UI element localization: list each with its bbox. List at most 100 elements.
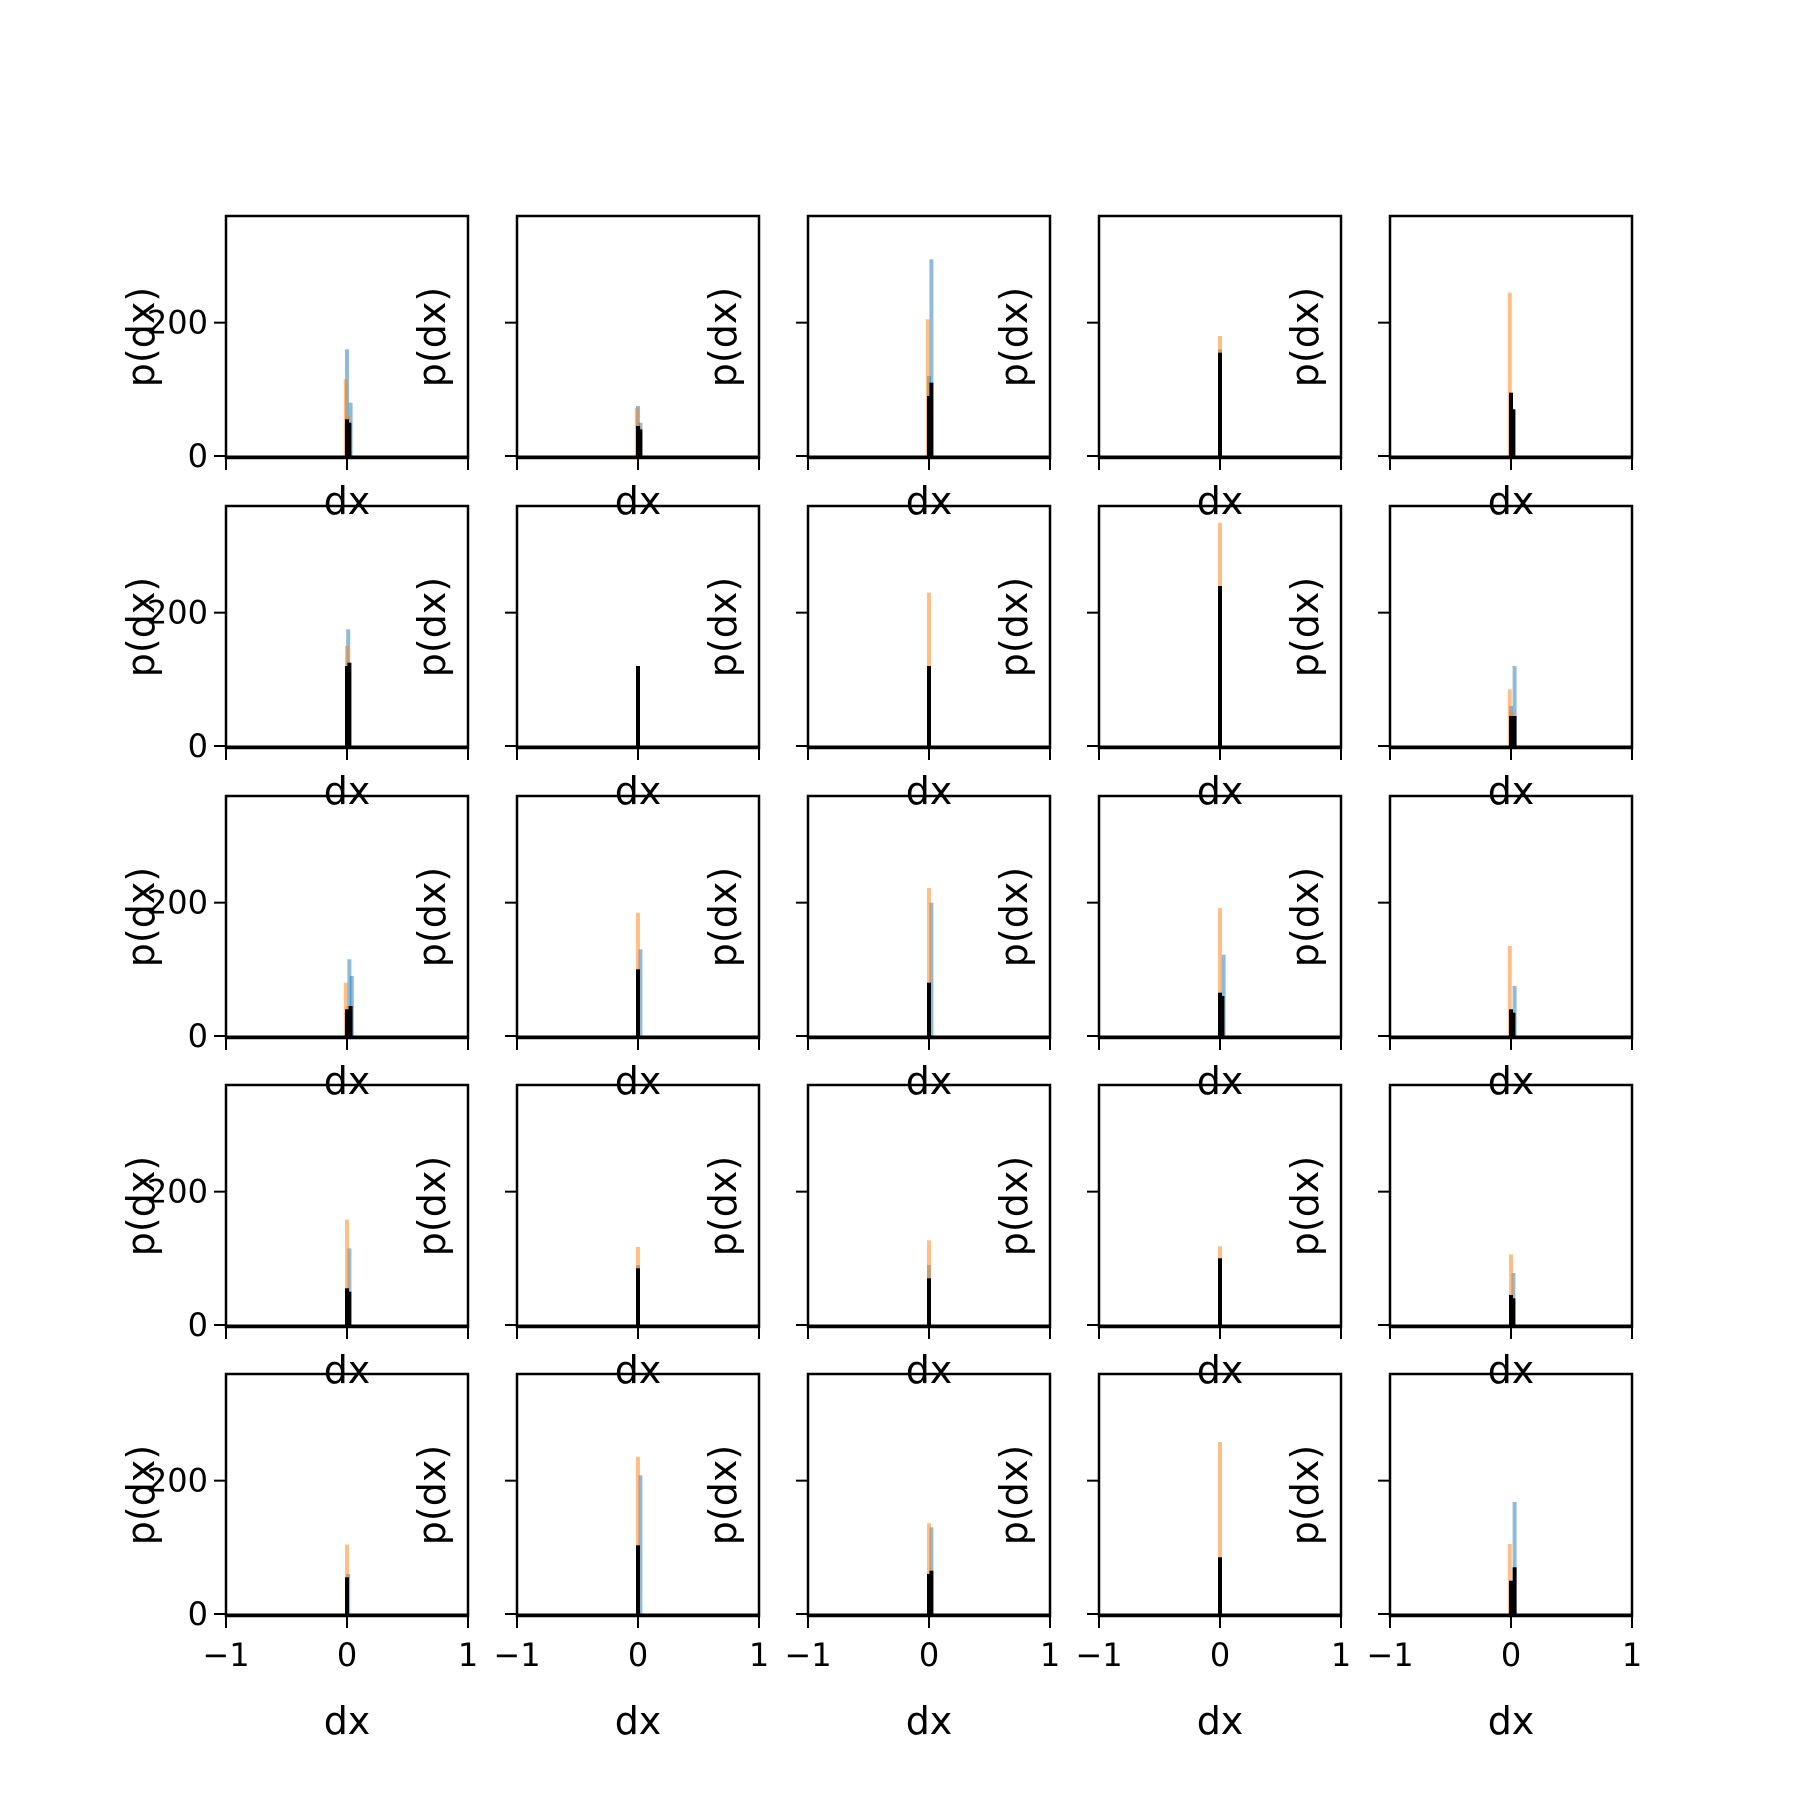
bar-black-r5c5-1 (1512, 1567, 1517, 1616)
x-axis-label: dx (906, 1059, 953, 1103)
x-axis-label: dx (1197, 1059, 1244, 1103)
y-axis-label: p(dx) (992, 1445, 1036, 1545)
subplot-r1-c3: dx p(dx) (701, 214, 1052, 523)
bar-black-r4c5-1 (1511, 1298, 1516, 1327)
bar-black-r3c1-0 (345, 1009, 349, 1038)
bar-black-r5c2-0 (636, 1545, 640, 1616)
y-axis-label: p(dx) (119, 577, 163, 677)
subplot-r4-c4: dx p(dx) (992, 1083, 1343, 1392)
y-tick-label: 0 (188, 1306, 208, 1344)
x-tick-label: 1 (1040, 1636, 1060, 1674)
bar-black-r4c2-0 (636, 1268, 640, 1327)
bar-blue-r5c5-0 (1512, 1502, 1517, 1616)
x-axis-label: dx (906, 1699, 953, 1743)
x-tick-label: 0 (337, 1636, 357, 1674)
y-tick-label: 200 (147, 594, 208, 632)
bar-orange-r5c5-0 (1507, 1544, 1512, 1616)
x-axis-label: dx (1488, 769, 1535, 813)
bar-orange-r5c4-0 (1218, 1442, 1222, 1616)
bar-black-r1c3-1 (929, 382, 934, 458)
y-tick-label: 0 (188, 1017, 208, 1055)
y-axis-label: p(dx) (1283, 867, 1327, 967)
bar-blue-r3c3-0 (929, 902, 934, 1038)
y-axis-label: p(dx) (1283, 1156, 1327, 1256)
x-tick-label: 1 (458, 1636, 478, 1674)
bar-orange-r1c5-0 (1507, 292, 1512, 458)
subplot-r2-c2: dx p(dx) (410, 504, 761, 813)
bar-orange-r5c2-0 (636, 1456, 640, 1616)
bar-black-r3c1-1 (348, 1006, 353, 1038)
subplot-r3-c3: dx p(dx) (701, 794, 1052, 1103)
bar-blue-r2c5-0 (1512, 666, 1517, 748)
subplot-r2-c4: dx p(dx) (992, 504, 1343, 813)
subplot-r3-c5: dx p(dx) (1283, 794, 1634, 1103)
x-tick-label: −1 (1366, 1636, 1413, 1674)
y-axis-label: p(dx) (119, 867, 163, 967)
bar-black-r3c2-0 (636, 969, 640, 1038)
x-axis-label: dx (1488, 1699, 1535, 1743)
y-tick-label: 0 (188, 1595, 208, 1633)
bar-orange-r1c3-0 (925, 319, 930, 458)
x-axis-label: dx (906, 1348, 953, 1392)
x-axis-label: dx (1197, 1348, 1244, 1392)
bar-orange-r5c3-0 (927, 1523, 931, 1616)
bar-black-r5c3-0 (927, 1574, 931, 1616)
y-axis-label: p(dx) (1283, 1445, 1327, 1545)
bar-black-r1c2-0 (636, 426, 640, 458)
x-axis-label: dx (1197, 479, 1244, 523)
y-axis-label: p(dx) (701, 1445, 745, 1545)
bar-black-r3c5-0 (1509, 1009, 1513, 1038)
bar-black-r2c3-0 (927, 666, 931, 748)
y-tick-label: 200 (147, 1173, 208, 1211)
x-tick-label: 1 (749, 1636, 769, 1674)
subplot-r3-c4: dx p(dx) (992, 794, 1343, 1103)
y-tick-label: 200 (147, 884, 208, 922)
bar-black-r1c4-0 (1218, 352, 1222, 458)
bar-black-r5c3-1 (929, 1570, 934, 1616)
x-axis-label: dx (906, 479, 953, 523)
subplot-r4-c3: dx p(dx) (701, 1083, 1052, 1392)
subplot-r5-c5: dx −1 0 1 p(dx) (1283, 1372, 1642, 1743)
y-axis-label: p(dx) (701, 1156, 745, 1256)
x-tick-label: 0 (1210, 1636, 1230, 1674)
x-axis-label: dx (1197, 769, 1244, 813)
y-axis-label: p(dx) (410, 1445, 454, 1545)
subplot-r1-c4: dx p(dx) (992, 214, 1343, 523)
x-tick-label: −1 (493, 1636, 540, 1674)
bar-black-r3c4-0 (1218, 992, 1222, 1038)
bar-black-r1c5-0 (1509, 392, 1513, 458)
x-tick-label: 1 (1622, 1636, 1642, 1674)
bar-black-r4c1-0 (345, 1288, 349, 1327)
y-axis-label: p(dx) (410, 1156, 454, 1256)
bar-black-r5c1-0 (345, 1577, 349, 1616)
x-tick-label: 0 (919, 1636, 939, 1674)
bar-black-r2c5-1 (1512, 716, 1517, 748)
subplot-r4-c2: dx p(dx) (410, 1083, 761, 1392)
y-axis-label: p(dx) (992, 1156, 1036, 1256)
subplot-r3-c2: dx p(dx) (410, 794, 761, 1103)
x-axis-label: dx (1488, 1059, 1535, 1103)
bar-blue-r5c2-0 (638, 1475, 643, 1616)
bar-black-r2c4-0 (1218, 586, 1222, 748)
bar-blue-r4c1-0 (347, 1248, 352, 1327)
subplot-r5-c4: dx −1 0 1 p(dx) (992, 1372, 1351, 1743)
bar-orange-r4c1-0 (345, 1219, 349, 1327)
bar-black-r1c5-1 (1511, 409, 1516, 458)
y-axis-label: p(dx) (701, 577, 745, 677)
bar-black-r4c4-0 (1218, 1258, 1222, 1327)
x-axis-label: dx (615, 1699, 662, 1743)
bar-black-r2c1-1 (347, 662, 352, 748)
bar-black-r3c4-1 (1220, 996, 1225, 1038)
y-axis-label: p(dx) (410, 867, 454, 967)
bar-black-r5c5-0 (1509, 1580, 1513, 1616)
bar-black-r4c3-0 (927, 1278, 931, 1327)
subplot-r5-c3: dx −1 0 1 p(dx) (701, 1372, 1060, 1743)
subplot-r4-c5: dx p(dx) (1283, 1083, 1634, 1392)
bar-black-r1c1-0 (345, 419, 349, 458)
x-axis-label: dx (615, 769, 662, 813)
bar-blue-r3c1-0 (347, 959, 352, 1038)
